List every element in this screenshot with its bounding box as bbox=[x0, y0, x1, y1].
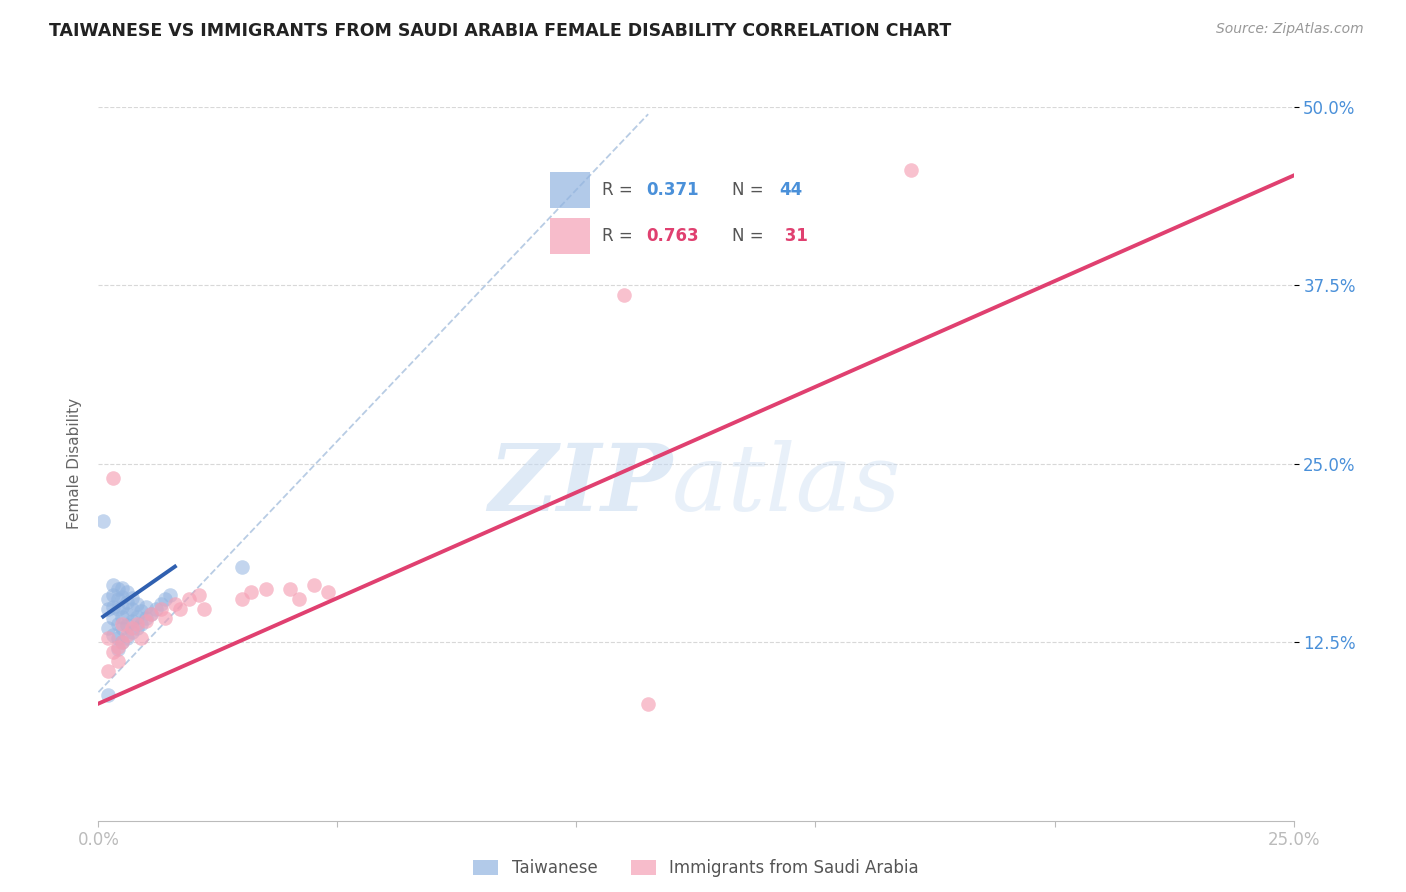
Point bbox=[107, 642, 129, 657]
Point bbox=[125, 597, 148, 611]
Point bbox=[107, 582, 129, 597]
Point bbox=[115, 585, 138, 599]
Point bbox=[121, 591, 143, 605]
Point bbox=[107, 602, 129, 616]
Point bbox=[115, 607, 138, 621]
Point bbox=[121, 602, 143, 616]
Point bbox=[111, 581, 134, 595]
Text: Source: ZipAtlas.com: Source: ZipAtlas.com bbox=[1216, 22, 1364, 37]
Text: 0.371: 0.371 bbox=[645, 181, 699, 199]
Legend: Taiwanese, Immigrants from Saudi Arabia: Taiwanese, Immigrants from Saudi Arabia bbox=[467, 853, 925, 884]
Point bbox=[139, 607, 162, 621]
Point bbox=[316, 585, 339, 599]
Text: N =: N = bbox=[733, 227, 769, 244]
Point bbox=[135, 614, 157, 628]
Point bbox=[125, 609, 148, 624]
Point bbox=[101, 599, 124, 614]
Text: 31: 31 bbox=[779, 227, 807, 244]
Point bbox=[900, 162, 922, 177]
Point bbox=[111, 616, 134, 631]
Point bbox=[145, 602, 167, 616]
Point bbox=[231, 592, 253, 607]
Point bbox=[139, 607, 162, 621]
Point bbox=[97, 592, 120, 607]
Point bbox=[135, 611, 157, 625]
Point bbox=[179, 592, 201, 607]
Text: ZIP: ZIP bbox=[488, 441, 672, 530]
Point bbox=[101, 588, 124, 602]
Bar bbox=[550, 218, 591, 253]
Point bbox=[101, 611, 124, 625]
Point bbox=[613, 288, 636, 302]
Point bbox=[135, 599, 157, 614]
Text: 44: 44 bbox=[779, 181, 801, 199]
Point bbox=[115, 628, 138, 642]
Point bbox=[240, 585, 263, 599]
Point bbox=[121, 614, 143, 628]
Point bbox=[125, 616, 148, 631]
Bar bbox=[550, 171, 591, 208]
Y-axis label: Female Disability: Female Disability bbox=[66, 398, 82, 530]
Point bbox=[169, 602, 191, 616]
Text: 0.763: 0.763 bbox=[645, 227, 699, 244]
Point bbox=[115, 595, 138, 609]
Text: R =: R = bbox=[603, 227, 638, 244]
Text: N =: N = bbox=[733, 181, 769, 199]
Text: TAIWANESE VS IMMIGRANTS FROM SAUDI ARABIA FEMALE DISABILITY CORRELATION CHART: TAIWANESE VS IMMIGRANTS FROM SAUDI ARABI… bbox=[49, 22, 952, 40]
Point bbox=[155, 611, 177, 625]
Point bbox=[107, 654, 129, 668]
Point bbox=[187, 588, 209, 602]
Point bbox=[155, 592, 177, 607]
Point bbox=[193, 602, 215, 616]
Point bbox=[115, 618, 138, 632]
Point bbox=[115, 631, 138, 645]
Point bbox=[111, 609, 134, 624]
Point bbox=[97, 621, 120, 635]
Point bbox=[131, 616, 153, 631]
Point bbox=[231, 559, 253, 574]
Point bbox=[107, 631, 129, 645]
Point bbox=[107, 616, 129, 631]
Point bbox=[111, 590, 134, 604]
Point bbox=[125, 621, 148, 635]
Point bbox=[131, 604, 153, 618]
Point bbox=[111, 599, 134, 614]
Point bbox=[121, 625, 143, 640]
Point bbox=[254, 582, 277, 597]
Point bbox=[107, 592, 129, 607]
Text: R =: R = bbox=[603, 181, 638, 199]
Point bbox=[101, 578, 124, 592]
Point bbox=[101, 628, 124, 642]
Point bbox=[149, 597, 172, 611]
Point bbox=[637, 697, 659, 711]
Point bbox=[107, 640, 129, 654]
Point bbox=[278, 582, 301, 597]
Point bbox=[91, 514, 114, 528]
Point bbox=[149, 602, 172, 616]
Point bbox=[111, 635, 134, 649]
Point bbox=[101, 471, 124, 485]
Point bbox=[101, 645, 124, 659]
Point bbox=[97, 664, 120, 678]
Point bbox=[159, 588, 181, 602]
Point bbox=[131, 631, 153, 645]
Point bbox=[163, 597, 186, 611]
Point bbox=[121, 621, 143, 635]
Point bbox=[111, 635, 134, 649]
Text: atlas: atlas bbox=[672, 441, 901, 530]
Point bbox=[97, 602, 120, 616]
Point bbox=[97, 688, 120, 702]
Point bbox=[302, 578, 325, 592]
Point bbox=[97, 631, 120, 645]
Point bbox=[111, 621, 134, 635]
Point bbox=[288, 592, 311, 607]
